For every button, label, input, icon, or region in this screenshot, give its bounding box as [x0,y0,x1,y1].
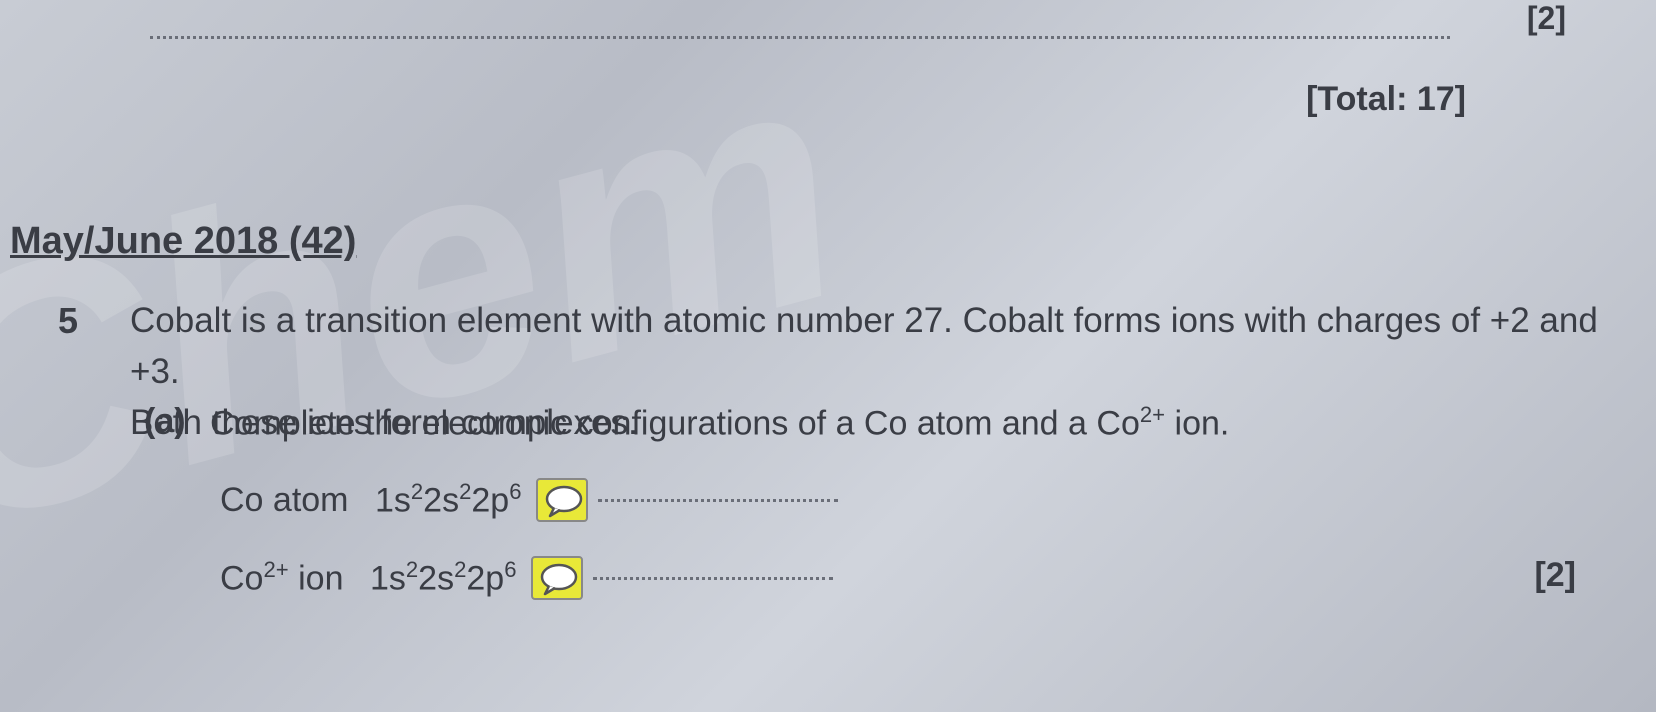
answer-dotted-line [598,499,838,502]
question-line-1: Cobalt is a transition element with atom… [130,301,1598,391]
annotation-icon[interactable] [536,478,588,522]
answer-line-co-ion: Co2+ ion 1s22s22p6 [220,556,833,600]
part-a-superscript: 2+ [1140,402,1165,427]
top-dotted-line [150,36,1450,39]
top-marks-label: [2] [1527,0,1566,37]
annotation-icon[interactable] [531,556,583,600]
co-ion-config-prefix: 1s22s22p6 [370,557,517,598]
answer-line-co-atom: Co atom 1s22s22p6 [220,478,838,522]
question-number: 5 [58,300,78,342]
co-ion-label: Co2+ ion [220,557,344,598]
part-a-label: (a) [144,402,186,441]
co-atom-label: Co atom [220,481,349,520]
co-atom-config-prefix: 1s22s22p6 [375,479,522,520]
part-a-prefix: Complete the electronic configurations o… [210,404,1140,442]
total-marks-label: [Total: 17] [1306,80,1466,119]
part-a-marks: [2] [1534,556,1576,595]
exam-heading: May/June 2018 (42) [10,220,356,263]
co-ion-suffix: ion [289,560,344,598]
co-ion-prefix: Co [220,560,263,598]
part-a-text: Complete the electronic configurations o… [210,402,1229,443]
part-a-suffix: ion. [1165,404,1229,442]
answer-dotted-line [593,577,833,580]
